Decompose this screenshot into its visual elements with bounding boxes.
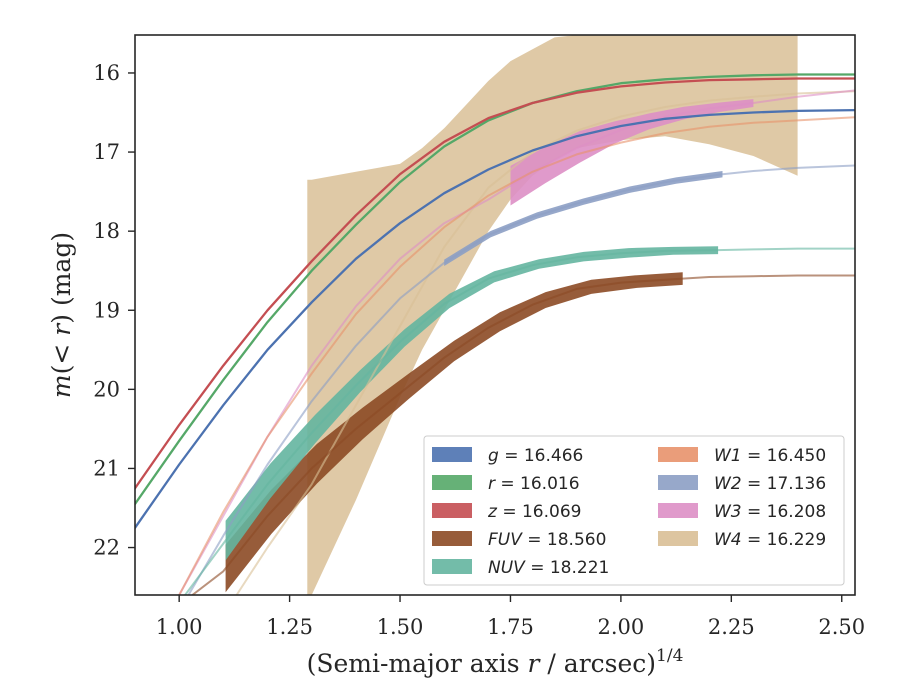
x-tick-label: 1.00 [156,615,203,639]
line-nuv [183,247,855,595]
legend-label-nuv: NUV = 18.221 [488,558,609,578]
legend-label-z: z = 16.069 [487,502,581,522]
legend-swatch-nuv [432,559,472,574]
line-z [135,77,855,490]
legend-swatch-r [432,475,472,490]
line-w4 [235,90,855,595]
legend-swatch-w1 [658,447,698,462]
band-w2 [444,171,723,266]
y-tick-label: 16 [93,61,120,85]
legend-label-fuv: FUV = 18.560 [488,530,606,550]
y-tick-label: 21 [93,456,120,480]
x-tick-label: 1.75 [487,615,534,639]
series-lines [135,73,855,595]
line-w2 [187,164,855,595]
line-w3 [178,89,855,595]
legend-swatch-z [432,503,472,518]
x-tick-label: 2.00 [598,615,645,639]
y-axis-ticks: 16 17 18 19 20 21 22 [93,61,135,560]
x-axis-label: (Semi-major axis r / arcsec)1/4 [307,646,684,678]
legend-label-w1: W1 = 16.450 [714,446,826,466]
x-tick-label: 1.50 [377,615,424,639]
legend-swatch-w3 [658,503,698,518]
legend-label-w2: W2 = 17.136 [714,474,826,494]
plot-frame [134,34,856,596]
legend-swatch-w4 [658,531,698,546]
legend-label-r: r = 16.016 [488,474,580,494]
y-axis-label: m(< r) (mag) [47,232,76,398]
band-w4 [307,35,798,595]
band-w3 [510,99,754,206]
legend-label-w4: W4 = 16.229 [714,530,826,550]
y-tick-label: 18 [93,219,120,243]
x-axis-ticks: 1.00 1.25 1.50 1.75 2.00 2.25 2.50 [156,595,865,639]
legend-swatch-w2 [658,475,698,490]
legend-label-g: g = 16.466 [488,446,583,466]
legend-frame [423,435,845,586]
legend-label-w3: W3 = 16.208 [714,502,826,522]
x-tick-label: 2.50 [818,615,865,639]
line-r [135,73,855,506]
line-fuv [191,274,855,595]
legend-swatch-fuv [432,531,472,546]
error-bands [225,35,798,595]
line-w1 [178,116,855,595]
legend-swatch-g [432,447,472,462]
x-tick-label: 1.25 [266,615,313,639]
y-tick-label: 22 [93,536,120,560]
x-tick-label: 2.25 [708,615,755,639]
line-g [135,108,855,529]
legend: g = 16.466 r = 16.016 z = 16.069 FUV = 18.5… [423,435,845,586]
y-tick-label: 17 [93,140,120,164]
y-tick-label: 20 [93,377,120,401]
y-tick-label: 19 [93,298,120,322]
